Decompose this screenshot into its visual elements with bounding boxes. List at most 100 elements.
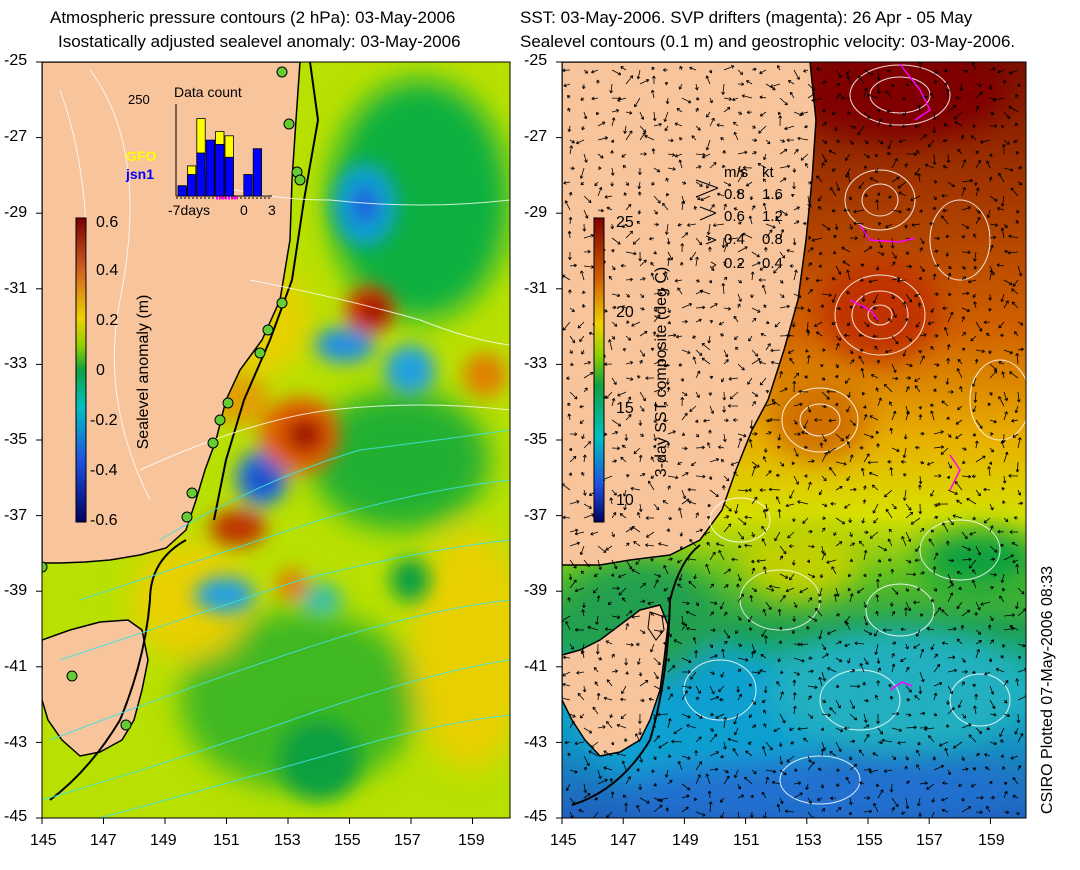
velocity-arrow <box>779 164 791 169</box>
velocity-arrow <box>679 545 684 550</box>
velocity-arrow <box>877 789 884 799</box>
velocity-arrow <box>826 389 837 394</box>
velocity-arrow <box>593 666 599 673</box>
velocity-arrow <box>910 195 921 202</box>
velocity-arrow <box>681 615 685 626</box>
velocity-arrow <box>989 67 996 71</box>
velocity-arrow <box>820 304 825 309</box>
velocity-arrow <box>800 111 809 116</box>
velocity-arrow <box>681 97 692 104</box>
velocity-arrow <box>915 545 921 552</box>
velocity-arrow <box>905 207 911 212</box>
velocity-arrow <box>947 707 955 715</box>
velocity-arrow <box>998 321 1005 329</box>
velocity-arrow <box>705 563 711 575</box>
velocity-arrow <box>876 192 881 197</box>
velocity-arrow <box>844 643 851 647</box>
velocity-arrow <box>679 531 684 537</box>
velocity-arrow <box>961 806 972 813</box>
velocity-arrow <box>681 349 691 355</box>
velocity-arrow <box>919 247 923 253</box>
velocity-arrow <box>611 586 620 591</box>
velocity-arrow <box>709 601 718 605</box>
velocity-arrow <box>751 587 758 592</box>
velocity-arrow <box>653 195 661 204</box>
velocity-arrow <box>637 657 641 665</box>
velocity-arrow <box>874 345 879 351</box>
velocity-arrow <box>914 124 921 129</box>
velocity-arrow <box>689 539 697 547</box>
velocity-arrow <box>788 544 795 549</box>
velocity-arrow <box>663 111 669 122</box>
velocity-arrow <box>988 307 992 312</box>
velocity-arrow <box>928 538 935 547</box>
velocity-arrow <box>918 405 923 410</box>
velocity-arrow <box>877 118 882 127</box>
velocity-arrow <box>597 545 607 553</box>
velocity-arrow <box>891 711 900 716</box>
velocity-arrow <box>759 488 767 492</box>
right-xtick: 147 <box>610 832 637 849</box>
velocity-arrow <box>578 808 585 813</box>
velocity-arrow <box>818 489 823 496</box>
velocity-arrow <box>609 713 614 719</box>
velocity-arrow <box>821 643 827 651</box>
velocity-arrow <box>885 349 893 354</box>
left-title-line2: Isostatically adjusted sealevel anomaly:… <box>58 32 461 51</box>
velocity-arrow <box>709 712 714 717</box>
velocity-arrow <box>777 445 781 450</box>
velocity-arrow <box>847 391 851 398</box>
velocity-arrow <box>579 713 585 719</box>
velocity-arrow <box>737 433 747 438</box>
velocity-arrow <box>955 433 963 439</box>
velocity-arrow <box>858 75 865 85</box>
velocity-arrow <box>695 305 706 310</box>
velocity-arrow <box>581 349 585 355</box>
velocity-arrow <box>905 587 909 592</box>
velocity-arrow <box>989 111 995 115</box>
velocity-arrow <box>933 263 940 268</box>
velocity-arrow <box>653 433 658 442</box>
velocity-arrow <box>835 640 842 645</box>
velocity-arrow <box>1003 223 1008 229</box>
velocity-arrow <box>802 517 809 524</box>
velocity-arrow <box>827 447 837 454</box>
velocity-arrow <box>972 124 977 128</box>
velocity-arrow <box>760 332 767 337</box>
velocity-arrow <box>1011 301 1019 309</box>
velocity-arrow <box>807 761 815 771</box>
velocity-arrow <box>765 343 771 351</box>
velocity-arrow <box>737 657 749 662</box>
velocity-arrow <box>694 750 698 757</box>
velocity-arrow <box>749 595 754 603</box>
velocity-arrow <box>975 455 986 463</box>
velocity-arrow <box>569 713 576 718</box>
velocity-arrow <box>779 797 784 805</box>
velocity-arrow <box>887 558 893 562</box>
velocity-arrow <box>637 191 642 197</box>
velocity-arrow <box>931 797 936 803</box>
velocity-arrow <box>846 405 851 413</box>
velocity-arrow <box>657 797 669 802</box>
velocity-arrow <box>776 803 781 813</box>
velocity-arrow <box>1003 167 1014 172</box>
velocity-arrow <box>775 496 781 505</box>
velocity-arrow <box>875 167 879 174</box>
velocity-arrow <box>611 615 621 619</box>
velocity-arrow <box>863 657 869 665</box>
right-xtick: 149 <box>672 832 699 849</box>
velocity-arrow <box>583 153 588 163</box>
velocity-arrow <box>681 601 690 606</box>
velocity-arrow <box>611 265 616 271</box>
velocity-arrow <box>709 265 715 271</box>
velocity-arrow <box>638 251 643 262</box>
velocity-arrow <box>787 349 795 354</box>
velocity-arrow <box>616 752 627 757</box>
velocity-arrow <box>751 151 757 155</box>
left-ytick: -37 <box>4 507 28 524</box>
velocity-arrow <box>737 167 743 173</box>
velocity-arrow <box>989 391 993 396</box>
velocity-arrow <box>875 430 880 435</box>
inset-bar-jsn1 <box>177 185 187 197</box>
velocity-arrow <box>793 69 800 80</box>
